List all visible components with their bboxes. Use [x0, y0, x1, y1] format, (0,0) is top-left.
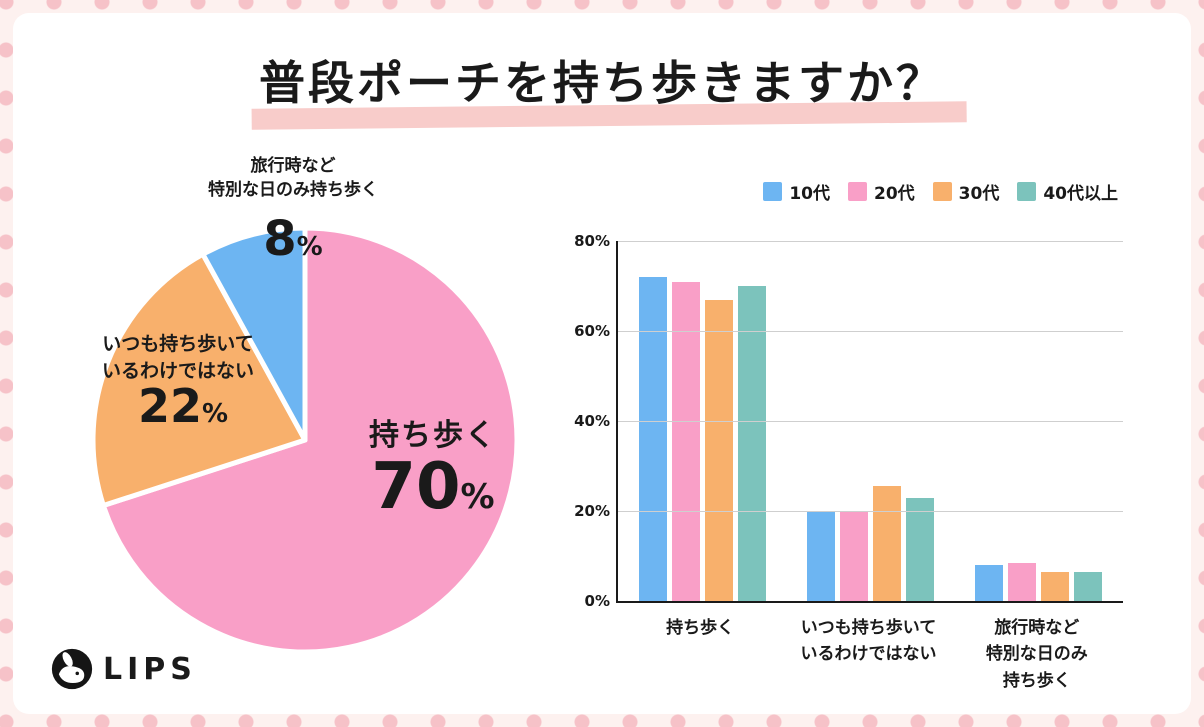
pie-slice-1 — [90, 251, 308, 509]
gridline-40% — [618, 420, 1123, 422]
bar-chart-legend: 10代 20代 30代 40代以上 — [763, 179, 1118, 204]
pie-value-travel-number: 8 — [263, 211, 297, 267]
legend-item-3: 40代以上 — [1017, 179, 1118, 204]
y-tick-0%: 0% — [584, 592, 610, 610]
gridline-20% — [618, 510, 1123, 512]
pie-slice-0 — [100, 225, 520, 655]
pie-chart-svg — [90, 225, 520, 655]
pie-label-travel: 旅行時など 特別な日のみ持ち歩く — [208, 156, 378, 200]
bar-1-cat-0 — [671, 281, 700, 601]
legend-item-1: 20代 — [847, 179, 915, 204]
legend-swatch — [763, 182, 783, 201]
legend-item-2: 30代 — [932, 179, 1000, 204]
y-tick-40%: 40% — [574, 412, 610, 430]
y-tick-60%: 60% — [574, 322, 610, 340]
x-axis-label-0: 持ち歩く — [666, 618, 735, 638]
bar-group-2 — [975, 241, 1103, 601]
legend-item-0: 10代 — [763, 179, 830, 204]
gridline-60% — [618, 330, 1123, 332]
y-tick-20%: 20% — [574, 502, 610, 520]
legend-label: 10代 — [789, 184, 830, 204]
lips-logo-icon — [51, 648, 93, 690]
percent-sign: % — [201, 399, 229, 429]
pie-value-not-always-number: 22 — [137, 379, 202, 433]
bar-1-cat-1 — [839, 511, 868, 601]
pie-label-carry: 持ち歩く — [369, 418, 497, 453]
legend-label: 30代 — [958, 184, 1000, 204]
bar-3-cat-2 — [1074, 571, 1103, 601]
percent-sign: % — [296, 232, 323, 262]
legend-swatch — [1017, 182, 1037, 201]
gridline-80% — [618, 240, 1123, 242]
page-title: 普段ポーチを持ち歩きますか？ — [259, 56, 945, 110]
pie-chart: 旅行時など 特別な日のみ持ち歩く 8% いつも持ち歩いて いるわけではない 22… — [43, 143, 563, 683]
bar-0-cat-0 — [638, 277, 667, 601]
x-axis-label-1: いつも持ち歩いて いるわけではない — [800, 618, 937, 665]
lips-logo: LIPS — [51, 648, 197, 690]
bar-2-cat-2 — [1041, 571, 1070, 601]
pie-slice-2 — [200, 225, 308, 443]
bar-0-cat-2 — [975, 565, 1004, 601]
bar-1-cat-2 — [1008, 562, 1037, 601]
bar-2-cat-0 — [704, 299, 733, 601]
percent-sign: % — [460, 477, 495, 517]
legend-swatch — [932, 182, 952, 201]
bar-3-cat-1 — [905, 497, 934, 601]
legend-label: 20代 — [873, 184, 915, 204]
infographic-card: 普段ポーチを持ち歩きますか？ 旅行時など 特別な日のみ持ち歩く 8% いつも持ち… — [13, 13, 1191, 714]
bar-0-cat-1 — [806, 511, 835, 601]
x-axis-label-2: 旅行時など 特別な日のみ 持ち歩く — [985, 618, 1088, 691]
lips-logo-text: LIPS — [103, 651, 197, 687]
pie-value-not-always: 22% — [73, 383, 293, 429]
bar-chart: 10代 20代 30代 40代以上 0% 20% 40% 60% 80% 持ち歩く いつも持ち歩… — [568, 171, 1173, 701]
x-axis-labels: 持ち歩く いつも持ち歩いて いるわけではない 旅行時など 特別な日のみ 持ち歩く — [616, 615, 1121, 694]
legend-label: 40代以上 — [1043, 184, 1118, 204]
bar-3-cat-0 — [737, 286, 766, 601]
bar-chart-plot-area: 0% 20% 40% 60% 80% — [574, 232, 1123, 610]
y-tick-80%: 80% — [574, 232, 610, 250]
pie-label-not-always: いつも持ち歩いて いるわけではない — [101, 333, 254, 382]
legend-swatch — [847, 182, 867, 201]
bar-group-1 — [806, 241, 934, 601]
bar-2-cat-1 — [872, 486, 901, 601]
pie-value-carry-number: 70 — [371, 450, 461, 524]
pie-value-travel: 8% — [183, 215, 403, 263]
pie-value-carry: 70% — [313, 455, 553, 519]
